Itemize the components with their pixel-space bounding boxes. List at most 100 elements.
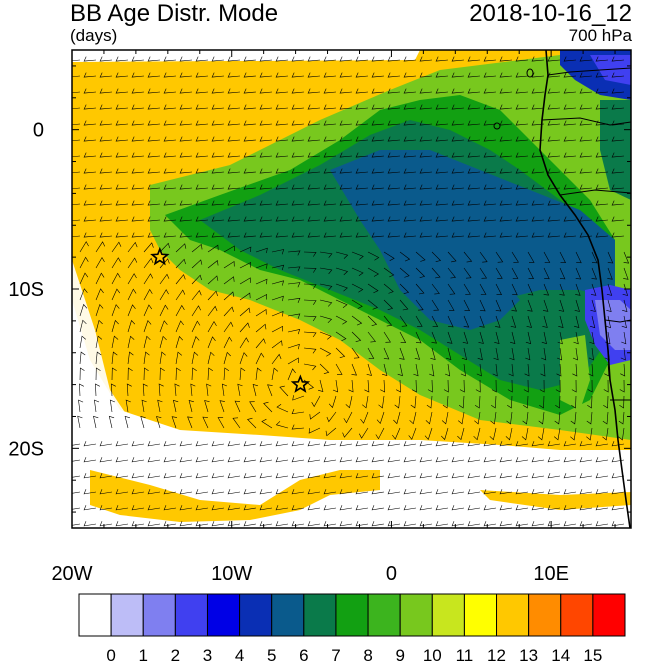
wind-barb bbox=[115, 441, 129, 447]
wind-barb bbox=[275, 521, 289, 527]
wind-barb bbox=[607, 251, 614, 264]
wind-barb bbox=[141, 399, 147, 413]
wind-barb bbox=[605, 315, 612, 329]
wind-barb bbox=[72, 123, 81, 126]
wind-barb bbox=[99, 473, 113, 479]
wind-barb bbox=[527, 299, 533, 312]
colorbar-swatch bbox=[174, 593, 208, 637]
wind-barb bbox=[163, 152, 177, 158]
wind-barb bbox=[392, 427, 401, 440]
wind-barb bbox=[307, 168, 321, 174]
wind-barb bbox=[211, 473, 225, 479]
wind-barb bbox=[307, 152, 321, 158]
wind-barb bbox=[143, 304, 153, 317]
wind-barb bbox=[572, 347, 578, 361]
wind-barb bbox=[195, 56, 209, 62]
wind-barb bbox=[489, 427, 497, 441]
colorbar-tick-label: 0 bbox=[106, 646, 116, 665]
wind-barb bbox=[387, 88, 401, 94]
wind-barb bbox=[579, 72, 593, 78]
wind-barb bbox=[557, 331, 563, 345]
wind-barb bbox=[339, 200, 353, 206]
wind-barb bbox=[595, 216, 609, 222]
wind-barb bbox=[243, 489, 257, 495]
wind-barb bbox=[426, 395, 433, 409]
wind-barb bbox=[211, 88, 225, 94]
wind-barb bbox=[223, 351, 231, 365]
wind-barb bbox=[95, 257, 105, 269]
wind-barb bbox=[72, 59, 81, 62]
wind-barb bbox=[147, 72, 161, 78]
wind-barb bbox=[159, 273, 170, 285]
wind-barb bbox=[179, 152, 193, 158]
wind-barb bbox=[227, 168, 241, 174]
wind-barb bbox=[111, 319, 119, 333]
wind-barb bbox=[83, 120, 97, 126]
wind-barb bbox=[159, 289, 169, 301]
wind-barb bbox=[571, 379, 577, 393]
wind-barb bbox=[443, 379, 449, 393]
wind-barb bbox=[403, 168, 417, 174]
wind-barb bbox=[371, 441, 385, 447]
colorbar-tick-label: 11 bbox=[455, 646, 474, 665]
wind-barb bbox=[127, 304, 136, 317]
wind-barb bbox=[620, 363, 626, 377]
wind-barb bbox=[355, 72, 369, 78]
wind-barb bbox=[255, 367, 262, 381]
wind-barb bbox=[307, 505, 321, 511]
wind-barb bbox=[515, 184, 529, 190]
wind-barb bbox=[611, 505, 625, 511]
wind-barb bbox=[403, 72, 417, 78]
wind-barb bbox=[99, 521, 113, 527]
wind-barb bbox=[307, 56, 321, 62]
wind-barb bbox=[606, 283, 613, 296]
units-label: (days) bbox=[70, 26, 118, 45]
wind-barb bbox=[111, 367, 117, 381]
wind-barb bbox=[447, 315, 454, 328]
wind-barb bbox=[175, 367, 181, 381]
wind-barb bbox=[339, 521, 353, 527]
wind-barb bbox=[195, 104, 209, 110]
wind-barb bbox=[124, 415, 130, 429]
wind-barb bbox=[163, 88, 177, 94]
wind-barb bbox=[394, 395, 401, 409]
wind-barb bbox=[323, 457, 337, 463]
wind-barb bbox=[115, 473, 129, 479]
wind-barb bbox=[179, 489, 193, 495]
wind-barb bbox=[463, 299, 471, 312]
wind-barb bbox=[499, 168, 513, 174]
wind-barb bbox=[223, 260, 235, 269]
wind-barb bbox=[255, 338, 266, 349]
wind-barb bbox=[611, 441, 625, 447]
wind-barb bbox=[325, 427, 337, 437]
wind-barb bbox=[611, 521, 625, 527]
wind-barb bbox=[239, 307, 251, 317]
wind-barb bbox=[604, 363, 610, 377]
wind-barb bbox=[195, 136, 209, 142]
wind-barb bbox=[175, 304, 185, 317]
colorbar-swatch bbox=[367, 593, 401, 637]
wind-barb bbox=[72, 475, 81, 478]
wind-barb bbox=[323, 88, 337, 94]
wind-barb bbox=[78, 399, 84, 413]
wind-barb bbox=[339, 232, 353, 238]
wind-barb bbox=[462, 331, 469, 344]
wind-barb bbox=[291, 473, 305, 479]
wind-barb bbox=[451, 72, 465, 78]
wind-barb bbox=[157, 399, 163, 413]
wind-barb bbox=[292, 395, 305, 401]
wind-barb bbox=[195, 489, 209, 495]
wind-barb bbox=[191, 367, 197, 381]
wind-barb bbox=[259, 120, 273, 126]
wind-barb bbox=[463, 283, 471, 295]
wind-barb bbox=[563, 441, 577, 447]
wind-barb bbox=[579, 489, 593, 495]
wind-barb bbox=[95, 304, 104, 317]
wind-barb bbox=[255, 323, 267, 333]
wind-barb bbox=[348, 379, 354, 393]
wind-barb bbox=[602, 427, 609, 441]
wind-barb bbox=[271, 353, 282, 365]
wind-barb bbox=[371, 505, 385, 511]
wind-barb bbox=[611, 184, 625, 190]
wind-barb bbox=[611, 473, 625, 479]
